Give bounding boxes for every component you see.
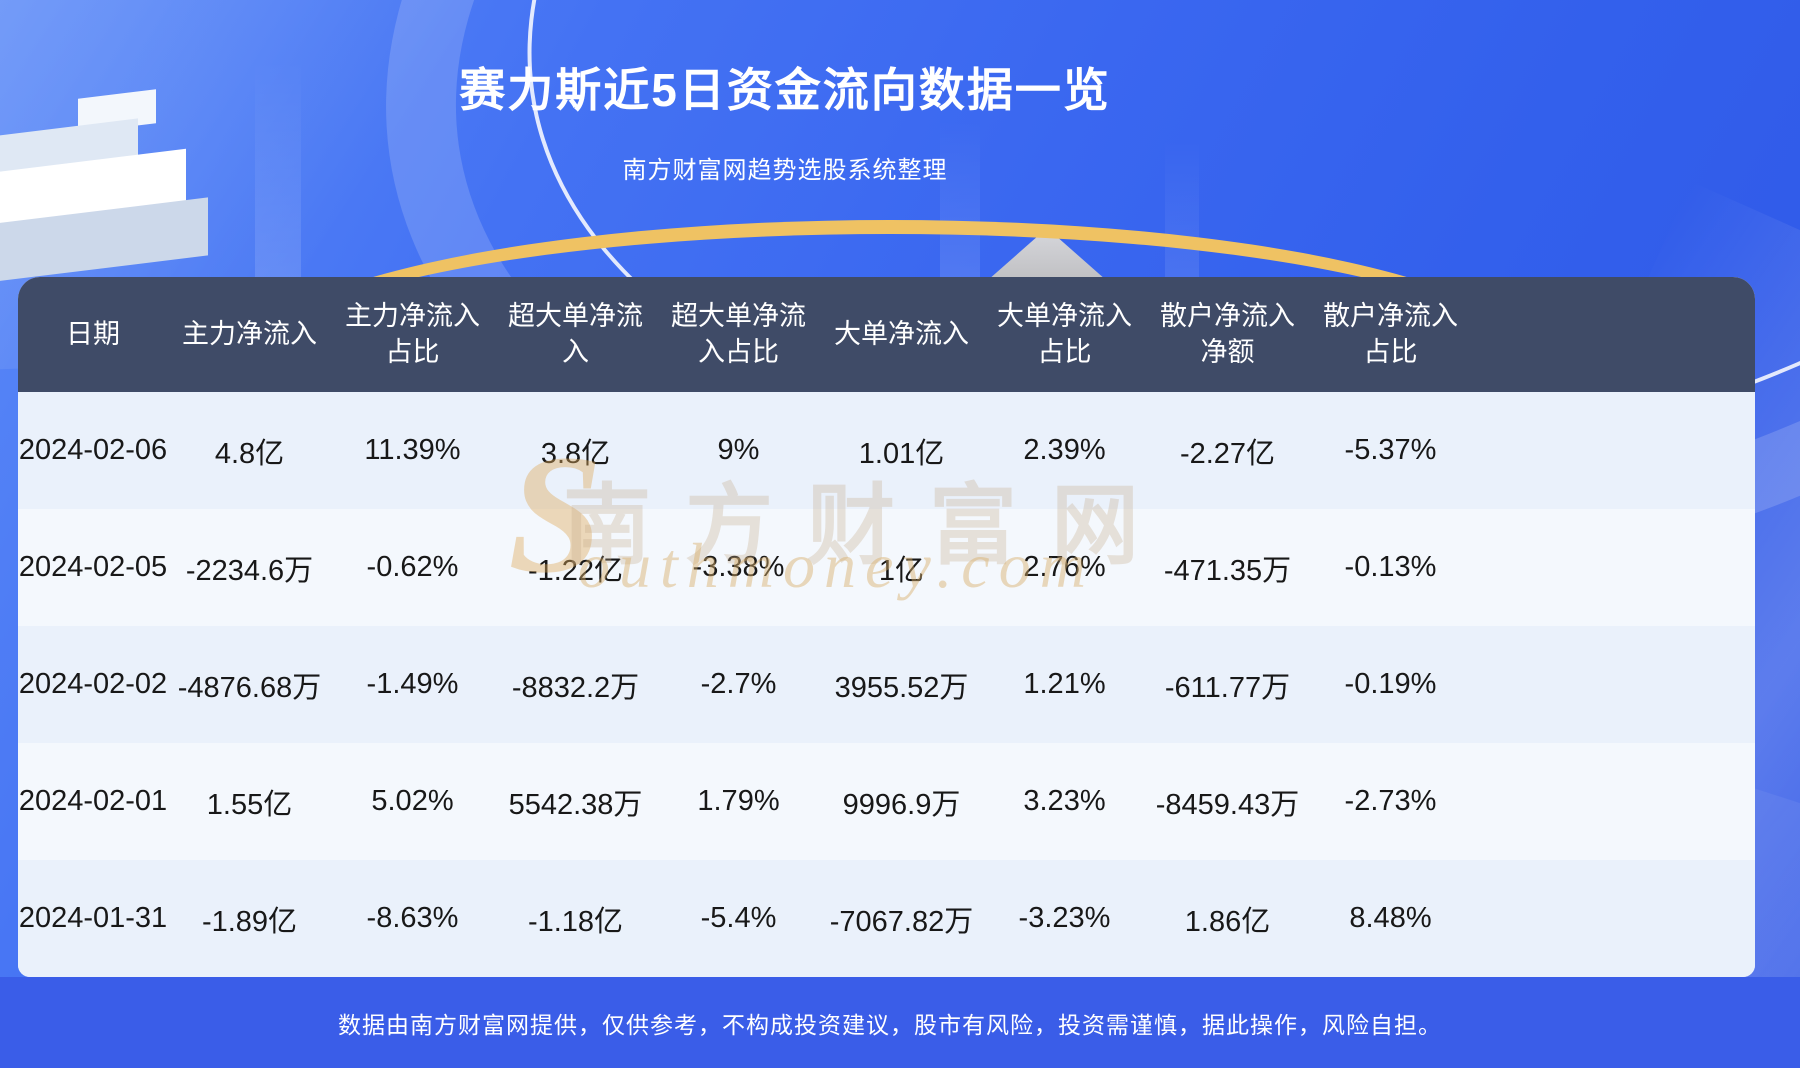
- page-subtitle: 南方财富网趋势选股系统整理: [622, 157, 948, 184]
- table-cell: -8832.2万: [511, 671, 640, 704]
- table-cell: 1.86亿: [1184, 905, 1271, 938]
- table-cell: -0.62%: [366, 551, 459, 583]
- table-cell: -8459.43万: [1155, 788, 1300, 821]
- table-cell: 1.01亿: [858, 437, 945, 470]
- table-row: 2024-02-06 4.8亿 11.39% 3.8亿 9% 1.01亿 2.39% -2.2…: [18, 392, 1755, 509]
- table-cell: 11.39%: [364, 434, 461, 466]
- table-cell: -3.38%: [692, 551, 785, 583]
- table-cell: -471.35万: [1163, 554, 1292, 587]
- table-cell: 3.23%: [1023, 785, 1106, 817]
- table-row: 2024-02-05 -2234.6万 -0.62% -1.22亿 -3.38% 1亿 2.…: [18, 509, 1755, 626]
- table-cell: 2024-01-31: [18, 902, 168, 934]
- table-cell: 4.8亿: [214, 437, 285, 470]
- table-cell: 2024-02-02: [18, 668, 168, 700]
- table-cell: -5.4%: [700, 902, 777, 934]
- table-cell: -1.89亿: [201, 905, 298, 938]
- table-cell: -1.22亿: [527, 554, 624, 587]
- table-cell: -2.27亿: [1179, 437, 1276, 470]
- table-cell: 3955.52万: [834, 671, 969, 704]
- table-cell: 2024-02-05: [18, 551, 168, 583]
- table-header-cell: 散户净流入净额: [1160, 301, 1295, 367]
- table-header-cell: 主力净流入: [182, 318, 317, 349]
- table-cell: -2234.6万: [185, 554, 314, 587]
- table-cell: 8.48%: [1349, 902, 1432, 934]
- light-beam-decoration: [255, 60, 301, 290]
- table-cell: -0.13%: [1344, 551, 1437, 583]
- table-cell: -2.73%: [1344, 785, 1437, 817]
- table-header-cell: 散户净流入占比: [1323, 301, 1458, 367]
- fund-flow-table: 2024-02-06 4.8亿 11.39% 3.8亿 9% 1.01亿 2.39% -2.2…: [18, 392, 1755, 977]
- table-cell: 2.39%: [1023, 434, 1106, 466]
- table-row: 2024-02-02 -4876.68万 -1.49% -8832.2万 -2.7% 39…: [18, 626, 1755, 743]
- table-cell: 2024-02-01: [18, 785, 168, 817]
- table-cell: -1.18亿: [527, 905, 624, 938]
- table-cell: -7067.82万: [829, 905, 974, 938]
- table-cell: 2.76%: [1023, 551, 1106, 583]
- table-cell: 9996.9万: [842, 788, 961, 821]
- table-cell: -8.63%: [366, 902, 459, 934]
- table-cell: -5.37%: [1344, 434, 1437, 466]
- table-cell: 1.21%: [1023, 668, 1106, 700]
- table-header-row: 日期 主力净流入 主力净流入占比 超大单净流入 超大单净流入占比 大单净流入 大单净流入占比…: [18, 277, 1755, 392]
- table-header-cell: 主力净流入占比: [345, 301, 480, 367]
- table-cell: 3.8亿: [540, 437, 611, 470]
- table-cell: -2.7%: [700, 668, 777, 700]
- table-cell: 2024-02-06: [18, 434, 168, 466]
- table-cell: -1.49%: [366, 668, 459, 700]
- table-header-cell: 超大单净流入占比: [671, 301, 806, 367]
- table-header-cell: 日期: [66, 318, 120, 349]
- page-title: 赛力斯近5日资金流向数据一览: [459, 64, 1111, 116]
- table-cell: 1亿: [878, 554, 925, 587]
- table-cell: 1.79%: [697, 785, 780, 817]
- table-cell: 9%: [717, 434, 760, 466]
- disclaimer-text: 数据由南方财富网提供，仅供参考，不构成投资建议，股市有风险，投资需谨慎，据此操作…: [338, 1011, 1442, 1038]
- table-header-cell: 大单净流入占比: [997, 301, 1132, 367]
- table-cell: -611.77万: [1164, 671, 1291, 704]
- table-cell: 1.55亿: [206, 788, 293, 821]
- table-row: 2024-02-01 1.55亿 5.02% 5542.38万 1.79% 9996.9万…: [18, 743, 1755, 860]
- table-cell: -0.19%: [1344, 668, 1437, 700]
- table-header-cell: 大单净流入: [834, 318, 969, 349]
- table-header-cell: 超大单净流入: [508, 301, 643, 367]
- table-row: 2024-01-31 -1.89亿 -8.63% -1.18亿 -5.4% -7067.8…: [18, 860, 1755, 977]
- table-cell: 5542.38万: [508, 788, 643, 821]
- fund-flow-panel: 日期 主力净流入 主力净流入占比 超大单净流入 超大单净流入占比 大单净流入 大单净流入占比…: [18, 277, 1755, 977]
- table-cell: 5.02%: [371, 785, 454, 817]
- table-cell: -4876.68万: [177, 671, 322, 704]
- table-cell: -3.23%: [1018, 902, 1111, 934]
- footer-band: 数据由南方财富网提供，仅供参考，不构成投资建议，股市有风险，投资需谨慎，据此操作…: [0, 977, 1800, 1068]
